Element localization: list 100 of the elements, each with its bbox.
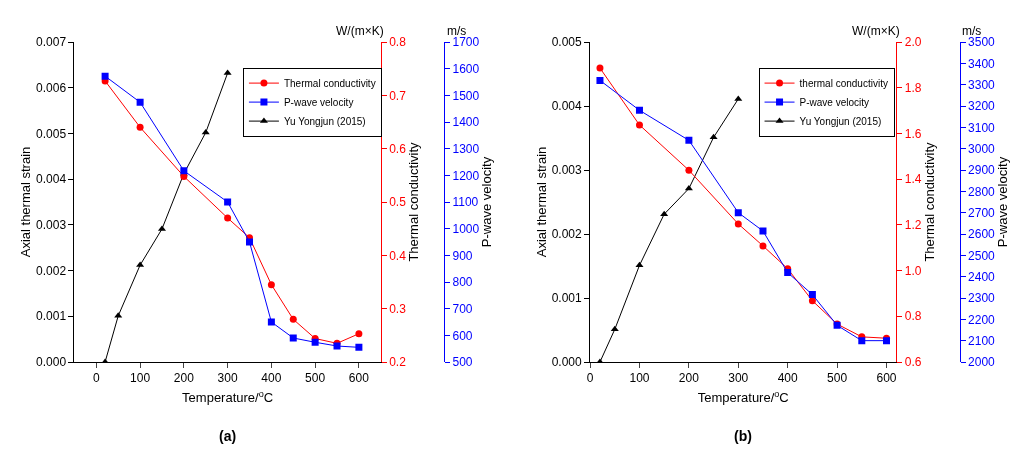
x-tick-label: 500 <box>305 371 326 386</box>
y-tick-label: 0.007 <box>36 35 67 50</box>
y-tick-label: 0.002 <box>551 227 582 242</box>
y2-tick-label: 0.8 <box>904 309 922 324</box>
y-tick-label: 0.001 <box>36 309 67 324</box>
point <box>635 261 644 268</box>
y3-tick-label: 2500 <box>968 248 996 263</box>
y3-tick-label: 1200 <box>452 168 480 183</box>
y3-tick-label: 800 <box>452 275 473 290</box>
legend-label: P-wave velocity <box>799 97 870 108</box>
point <box>267 318 275 326</box>
y-tick-label: 0.000 <box>36 355 67 370</box>
y2-axis-title: Thermal conductivity <box>406 141 422 262</box>
y3-tick-label: 3400 <box>968 56 996 71</box>
x-tick-label: 300 <box>217 371 238 386</box>
point <box>355 343 363 351</box>
x-tick-label: 500 <box>827 371 848 386</box>
y2-tick-label: 1.8 <box>904 80 922 95</box>
point <box>610 325 619 332</box>
y3-tick-label: 3500 <box>968 35 996 50</box>
y3-tick-label: 1600 <box>452 61 480 76</box>
y3-tick-label: 3100 <box>968 120 996 135</box>
x-tick-label: 0 <box>93 371 101 386</box>
y3-tick-label: 2900 <box>968 163 996 178</box>
y2-tick-label: 0.7 <box>389 88 407 103</box>
y3-tick-label: 500 <box>452 355 473 370</box>
legend-label: Yu Yongjun (2015) <box>799 116 882 127</box>
y3-tick-label: 1700 <box>452 35 480 50</box>
y2-tick-label: 1.6 <box>904 126 922 141</box>
y3-tick-label: 3300 <box>968 77 996 92</box>
point <box>635 121 643 129</box>
point <box>596 64 604 72</box>
y2-tick-label: 2.0 <box>904 35 922 50</box>
text: (a) <box>219 428 237 444</box>
y3-tick-label: 1300 <box>452 141 480 156</box>
point <box>808 291 816 299</box>
y2-tick-label: 1.4 <box>904 172 922 187</box>
y-axis-title: Axial thermal strain <box>17 146 33 258</box>
point <box>136 98 144 106</box>
y3-tick-label: 1500 <box>452 88 480 103</box>
y2-tick-label: 0.4 <box>389 248 407 263</box>
y3-tick-label: 3000 <box>968 141 996 156</box>
y3-tick-label: 1100 <box>452 195 479 210</box>
y3-tick-label: 600 <box>452 328 473 343</box>
y3-axis-title: P-wave velocity <box>479 156 495 248</box>
point <box>759 227 767 235</box>
x-tick-label: 100 <box>130 371 151 386</box>
x-tick-label: 600 <box>348 371 370 386</box>
y2-tick-label: 0.6 <box>389 141 407 156</box>
point <box>136 123 144 131</box>
x-tick-label: 100 <box>629 371 650 386</box>
y-axis-title: Axial thermal strain <box>533 146 549 258</box>
point <box>635 106 643 114</box>
x-axis-title: Temperature/$^{o}$C <box>697 388 789 405</box>
y-tick-label: 0.005 <box>551 35 582 50</box>
y-tick-label: 0.004 <box>36 172 67 187</box>
x-tick-label: 600 <box>876 371 897 386</box>
y2-tick-label: 0.6 <box>904 355 922 370</box>
y3-tick-label: 2000 <box>968 355 996 370</box>
point <box>709 133 718 140</box>
point <box>246 238 253 246</box>
y2-tick-label: 0.8 <box>389 35 407 50</box>
text: m/s <box>447 24 467 38</box>
point <box>101 72 109 80</box>
y2-axis-title: Thermal conductivity <box>921 141 937 262</box>
y-tick-label: 0.004 <box>551 99 582 114</box>
y3-tick-label: 3200 <box>968 99 996 114</box>
legend-label: thermal conductivity <box>799 78 888 89</box>
point <box>289 315 297 323</box>
text: m/s <box>962 24 982 38</box>
y-tick-label: 0.006 <box>36 80 67 95</box>
y-tick-label: 0.003 <box>36 218 67 233</box>
y2-tick-label: 0.5 <box>389 195 407 210</box>
y-tick-label: 0.001 <box>551 291 582 306</box>
y3-tick-label: 2700 <box>968 205 996 220</box>
y3-tick-label: 900 <box>452 248 473 263</box>
y-tick-label: 0.003 <box>551 163 582 178</box>
y2-tick-label: 1.0 <box>904 263 922 278</box>
y3-axis-title: P-wave velocity <box>995 156 1011 248</box>
point <box>685 166 693 174</box>
y-tick-label: 0.002 <box>36 263 67 278</box>
point <box>858 337 866 345</box>
text: (b) <box>734 428 752 444</box>
point <box>224 214 232 222</box>
y3-tick-label: 2100 <box>968 333 996 348</box>
point <box>224 198 232 206</box>
y2-tick-label: 0.2 <box>389 355 407 370</box>
y3-tick-label: 1000 <box>452 221 480 236</box>
point <box>734 209 742 217</box>
y3-tick-label: 2800 <box>968 184 996 199</box>
point <box>784 269 792 277</box>
point <box>355 330 363 338</box>
x-tick-label: 400 <box>261 371 282 386</box>
x-axis-title: Temperature/$^{o}$C <box>182 388 274 405</box>
y3-tick-label: 2400 <box>968 269 996 284</box>
x-tick-label: 0 <box>586 371 594 386</box>
y3-tick-label: 2600 <box>968 227 996 242</box>
y-tick-label: 0.005 <box>36 126 67 141</box>
y2-tick-label: 1.2 <box>904 218 922 233</box>
y3-tick-label: 700 <box>452 301 473 316</box>
